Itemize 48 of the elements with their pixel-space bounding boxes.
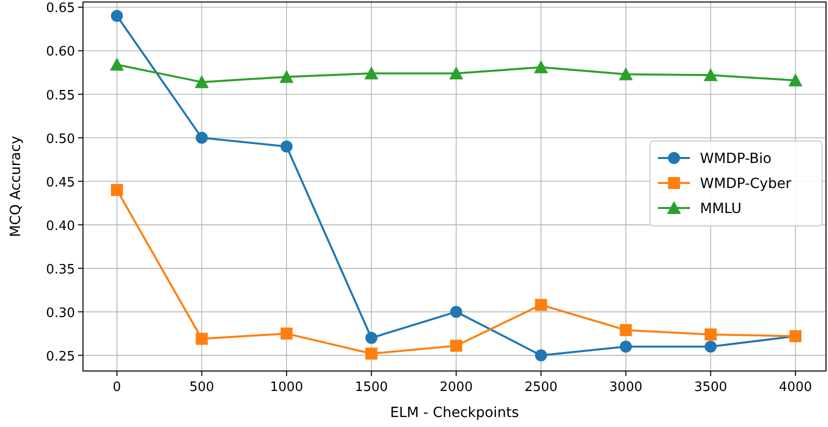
y-tick-label: 0.40: [46, 218, 75, 234]
point: [704, 340, 717, 353]
y-tick-label: 0.50: [46, 132, 75, 147]
legend-label: WMDP-Cyber: [700, 176, 792, 192]
y-tick-label: 0.35: [46, 262, 75, 278]
x-tick-label: 3000: [609, 380, 642, 395]
point: [280, 140, 293, 152]
point: [110, 184, 123, 196]
point: [110, 58, 124, 71]
point: [365, 348, 378, 360]
x-axis-title: ELM - Checkpoints: [390, 405, 519, 421]
point: [194, 75, 209, 88]
point: [449, 66, 464, 80]
x-tick-label: 2500: [524, 380, 558, 395]
point: [364, 66, 378, 80]
point: [620, 340, 632, 353]
x-tick-label: 1500: [354, 380, 388, 395]
point: [618, 67, 633, 80]
y-tick-label: 0.30: [46, 306, 75, 321]
x-tick-label: 2000: [440, 380, 473, 395]
point: [280, 328, 293, 340]
x-tick-label: 500: [189, 380, 214, 395]
legend-label: WMDP-Bio: [700, 151, 772, 167]
point: [365, 332, 378, 344]
point: [704, 68, 718, 82]
x-tick-label: 1000: [270, 380, 304, 395]
y-tick-label: 0.60: [46, 44, 75, 60]
y-tick-label: 0.45: [46, 175, 75, 190]
point: [196, 332, 208, 345]
y-tick-label: 0.55: [46, 88, 75, 104]
point: [534, 60, 548, 74]
point: [535, 349, 548, 362]
x-tick-label: 3500: [694, 380, 728, 395]
point: [450, 340, 462, 352]
point: [450, 306, 462, 318]
y-tick-label: 0.25: [46, 349, 75, 364]
point: [196, 132, 208, 144]
point: [788, 73, 802, 86]
x-tick-label: 4000: [778, 380, 812, 395]
point: [110, 10, 123, 22]
y-axis-title: MCQ Accuracy: [8, 136, 24, 238]
y-tick-label: 0.65: [46, 1, 75, 16]
legend-label: MMLU: [700, 201, 742, 217]
point: [535, 298, 548, 311]
point: [620, 324, 632, 336]
point: [704, 328, 717, 340]
x-tick-label: 0: [112, 380, 122, 395]
point: [280, 70, 294, 83]
